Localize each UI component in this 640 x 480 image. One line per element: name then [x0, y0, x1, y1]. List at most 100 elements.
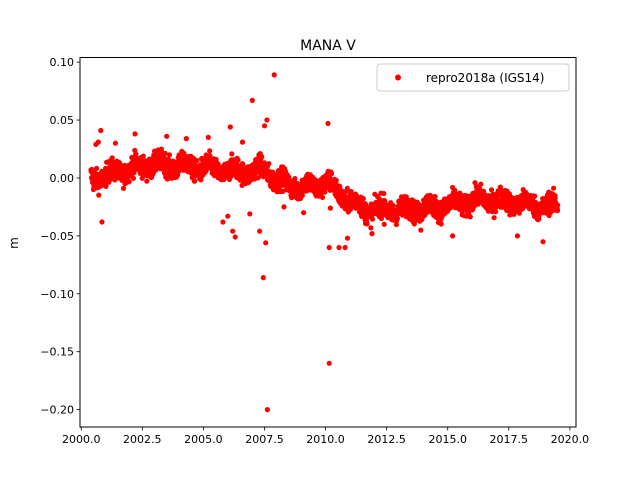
- y-axis-label: m: [7, 237, 21, 249]
- data-point: [382, 198, 388, 204]
- data-point: [280, 188, 286, 194]
- y-tick-label: 0.10: [50, 56, 75, 69]
- data-point: [532, 193, 538, 199]
- data-point: [467, 214, 473, 220]
- data-point: [333, 177, 339, 183]
- outlier-point: [264, 407, 270, 413]
- legend-box: [376, 63, 570, 92]
- data-point: [286, 174, 292, 180]
- data-point: [144, 178, 150, 184]
- outlier-point: [249, 97, 255, 103]
- data-point: [493, 209, 499, 215]
- outlier-point: [264, 117, 270, 123]
- x-tick-label: 2010.0: [306, 433, 345, 446]
- outlier-point: [99, 219, 105, 225]
- data-point: [194, 157, 200, 164]
- outlier-point: [547, 210, 553, 216]
- data-point: [381, 190, 387, 197]
- legend-marker: [395, 74, 401, 81]
- outlier-point: [239, 139, 246, 145]
- data-point: [103, 183, 109, 189]
- y-tick-label: −0.05: [40, 230, 74, 243]
- outlier-point: [271, 72, 277, 78]
- data-point: [510, 195, 516, 201]
- data-point: [369, 216, 376, 222]
- data-point: [344, 185, 350, 191]
- x-tick-label: 2020.0: [551, 433, 590, 446]
- outlier-point: [232, 234, 238, 240]
- data-point: [368, 225, 374, 231]
- data-point: [120, 185, 127, 191]
- data-point: [360, 196, 366, 202]
- outlier-point: [260, 275, 266, 281]
- data-points: [88, 72, 561, 413]
- outlier-point: [261, 123, 268, 129]
- y-tick-label: −0.20: [40, 404, 74, 417]
- x-tick-label: 2007.5: [245, 433, 284, 446]
- data-point: [109, 155, 115, 161]
- data-point: [162, 150, 168, 156]
- outlier-point: [132, 131, 138, 137]
- outlier-point: [183, 136, 189, 142]
- x-tick-label: 2017.5: [490, 433, 529, 446]
- outlier-point: [230, 228, 236, 234]
- data-point: [229, 151, 235, 157]
- x-tick-label: 2000.0: [62, 433, 101, 446]
- data-point: [337, 183, 343, 190]
- outlier-point: [540, 239, 546, 245]
- data-point: [393, 221, 399, 228]
- outlier-point: [164, 133, 170, 139]
- y-tick-label: 0.00: [50, 172, 75, 185]
- x-tick-label: 2015.0: [428, 433, 467, 446]
- data-point: [130, 175, 136, 181]
- outlier-point: [450, 233, 456, 239]
- y-tick-label: 0.05: [50, 114, 75, 127]
- data-point: [161, 170, 168, 176]
- outlier-point: [247, 211, 253, 217]
- outlier-point: [326, 244, 332, 251]
- data-point: [166, 152, 172, 158]
- outlier-point: [263, 240, 269, 246]
- outlier-point: [257, 228, 263, 234]
- outlier-point: [514, 233, 521, 239]
- data-point: [96, 192, 102, 198]
- legend: repro2018a (IGS14): [376, 63, 570, 92]
- data-point: [292, 176, 298, 182]
- outlier-point: [418, 227, 424, 233]
- outlier-point: [227, 124, 233, 130]
- data-point: [432, 193, 438, 200]
- data-point: [394, 215, 400, 222]
- data-point: [491, 215, 497, 221]
- data-point: [555, 202, 561, 208]
- outlier-point: [95, 139, 101, 145]
- data-point: [131, 170, 137, 176]
- outlier-point: [326, 360, 332, 366]
- x-tick-label: 2012.5: [367, 433, 406, 446]
- outlier-point: [336, 244, 342, 251]
- data-point: [207, 148, 213, 154]
- outlier-point: [225, 213, 231, 219]
- data-point: [364, 221, 370, 227]
- data-point: [552, 195, 558, 201]
- data-point: [126, 179, 132, 185]
- data-point: [235, 157, 241, 163]
- axis-ticks: 2000.0 2002.5 2005.0 2007.5 2010.0 2012.5 2015…: [40, 56, 589, 446]
- data-point: [554, 208, 561, 214]
- outlier-point: [325, 120, 331, 127]
- outlier-point: [220, 219, 226, 225]
- y-tick-label: −0.15: [40, 346, 74, 359]
- data-point: [551, 185, 557, 191]
- data-point: [319, 194, 326, 200]
- data-point: [259, 154, 265, 160]
- outlier-point: [344, 235, 351, 241]
- outlier-point: [90, 186, 96, 193]
- x-tick-label: 2005.0: [184, 433, 223, 446]
- outlier-point: [112, 140, 118, 146]
- outlier-point: [98, 127, 104, 134]
- data-point: [207, 153, 213, 159]
- outlier-point: [205, 134, 211, 140]
- data-point: [266, 161, 272, 167]
- data-point: [488, 187, 495, 193]
- outlier-point: [281, 204, 287, 210]
